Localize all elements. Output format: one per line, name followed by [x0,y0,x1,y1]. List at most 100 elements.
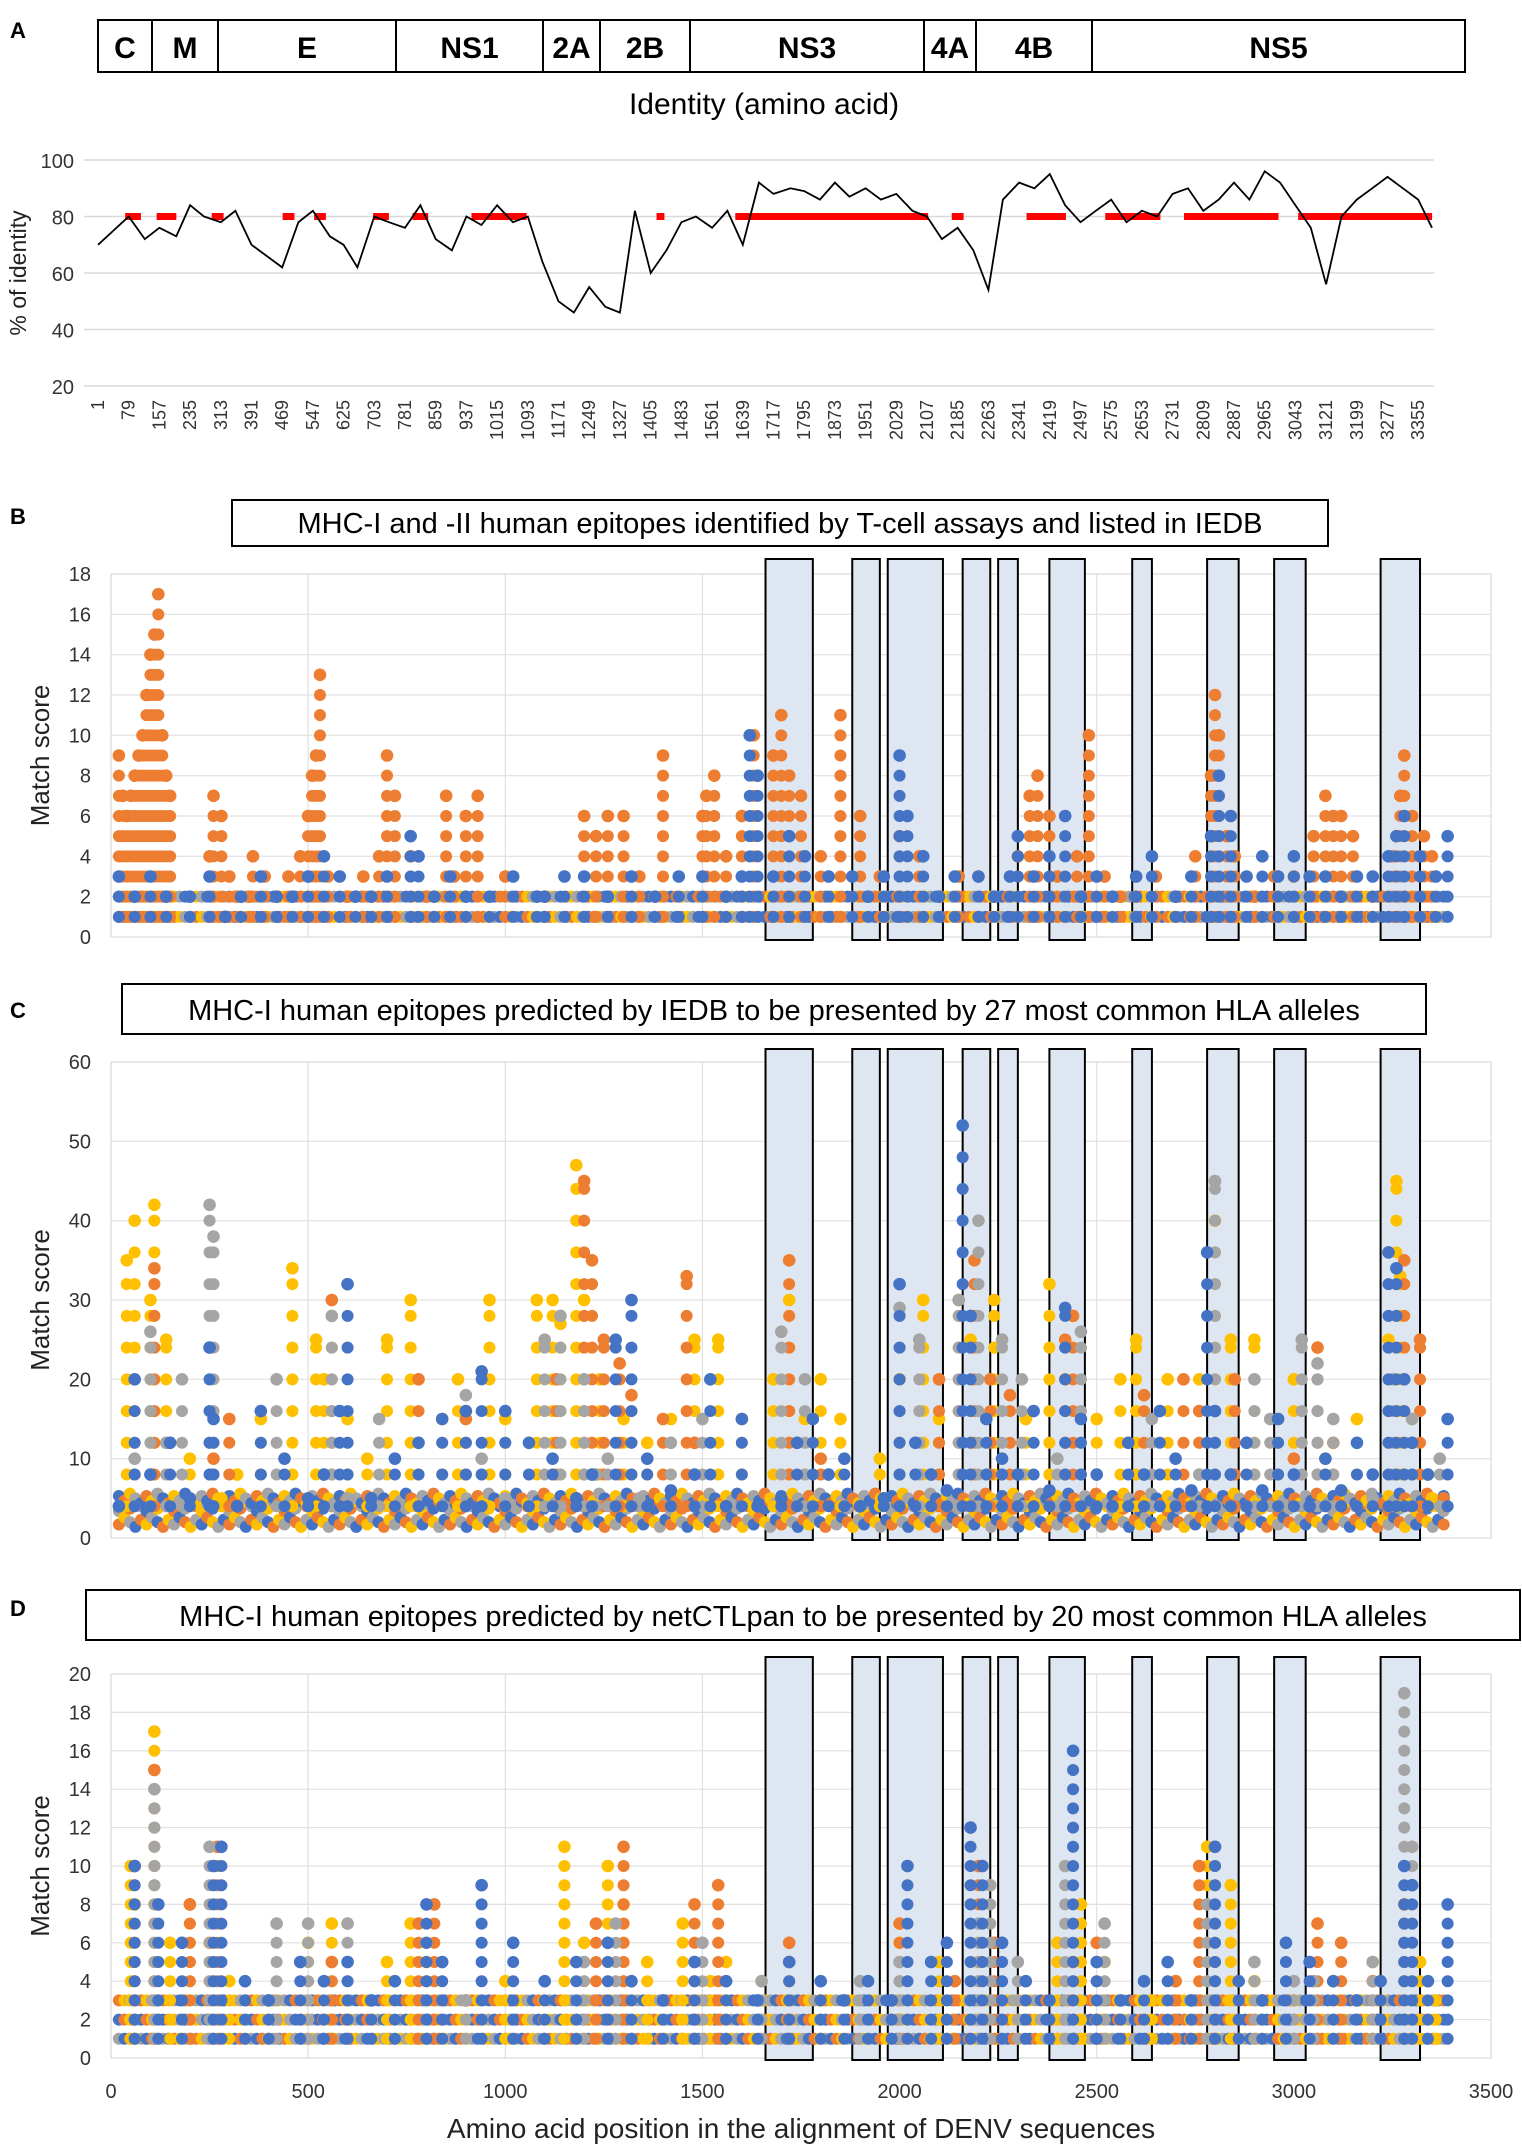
data-point-blue [459,1436,472,1449]
y-tick-label: 40 [69,1211,91,1233]
data-point-gray [148,1860,161,1872]
data-point-orange [1003,1388,1017,1402]
base-point [1437,1518,1450,1531]
data-point-blue [1366,870,1380,883]
x-tick-label: 1405 [641,400,661,440]
data-point-blue [1212,830,1225,843]
data-point-blue [1106,890,1119,903]
data-point-orange [471,830,484,843]
data-point-blue [625,870,638,883]
data-point-blue [558,870,571,883]
data-point-blue [254,910,267,923]
data-point-gray [148,1802,161,1815]
data-point-orange [152,689,165,701]
genome-map-frame [97,19,1466,73]
data-point-blue [625,1373,638,1386]
data-point-orange [834,830,847,843]
data-point-blue [846,910,859,923]
data-point-orange [1192,1859,1206,1873]
data-point-yellow [558,1840,571,1854]
data-point-blue [1256,1484,1269,1497]
x-tick-label: 1093 [518,400,538,440]
data-point-blue [459,1404,473,1418]
data-point-orange [313,729,326,742]
data-point-blue [1145,910,1158,923]
data-point-blue [1185,890,1198,903]
data-point-blue [877,890,890,903]
data-point-blue [806,1412,820,1426]
data-point-yellow [163,1936,177,1950]
data-point-orange [933,1436,945,1449]
data-point-blue [1398,830,1411,843]
data-point-blue [696,890,709,903]
data-point-blue [254,1500,267,1513]
data-point-blue [790,1436,804,1450]
data-point-blue [1429,910,1442,923]
data-point-blue [203,870,216,883]
data-point-blue [1287,1468,1301,1481]
y-axis-title: Match score [25,1229,55,1371]
y-tick-label: 6 [80,1933,91,1955]
data-point-yellow [1090,1436,1103,1449]
data-point-orange [1082,810,1095,822]
data-point-blue [254,890,267,903]
data-point-blue [286,890,299,903]
data-point-blue [436,1468,449,1481]
data-point-blue [1398,890,1411,903]
data-point-gray [302,1936,315,1949]
data-point-orange [148,1261,161,1275]
data-point-blue [1201,1278,1214,1291]
data-point-blue [917,890,930,903]
data-point-blue [1398,910,1411,923]
data-point-blue [901,850,914,863]
data-point-blue [1240,890,1253,903]
data-point-orange [1347,850,1359,863]
data-point-orange [325,1955,339,1969]
data-point-orange [782,1936,796,1950]
data-point-gray [341,1936,354,1949]
data-point-blue [128,890,141,903]
data-point-blue [1350,1500,1363,1513]
data-point-gray [148,1840,161,1853]
data-point-gray [554,1341,567,1354]
data-point-orange [152,628,165,641]
data-point-orange [223,1436,236,1449]
data-point-orange [1228,1373,1242,1386]
data-point-yellow [148,1246,161,1259]
data-point-yellow [164,1994,177,2007]
data-point-blue [412,1500,425,1513]
data-point-blue [203,1373,216,1386]
x-tick-label: 625 [334,400,354,430]
data-point-blue [1059,1405,1072,1418]
data-point-blue [341,1309,354,1322]
data-point-yellow [641,2032,654,2045]
data-point-blue [364,1492,378,1505]
data-point-blue [444,890,457,903]
data-point-gray [755,1974,768,1988]
data-point-gray [1295,1333,1309,1346]
data-point-blue [1058,809,1072,823]
data-point-blue [751,850,764,863]
y-tick-label: 4 [80,1971,91,1993]
data-point-blue [964,1436,977,1449]
data-point-blue [1059,890,1072,903]
data-point-gray [554,1309,567,1323]
data-point-blue [341,1373,354,1386]
data-point-orange [1414,1373,1427,1386]
data-point-orange [1397,1254,1411,1267]
data-point-orange [1188,850,1202,863]
data-point-orange [1031,789,1044,802]
data-point-blue [128,910,141,923]
y-tick-label: 8 [80,766,91,788]
data-point-orange [313,668,327,682]
y-tick-label: 0 [80,2048,91,2070]
data-point-orange [1311,1917,1324,1930]
data-point-blue [609,1333,622,1346]
data-point-blue [609,1468,622,1481]
shaded-region [886,1656,944,2061]
data-point-blue [719,890,733,903]
data-point-blue [751,789,764,802]
data-point-gray [1311,1405,1324,1418]
data-point-blue [1074,1436,1087,1449]
data-point-blue [341,1405,354,1418]
